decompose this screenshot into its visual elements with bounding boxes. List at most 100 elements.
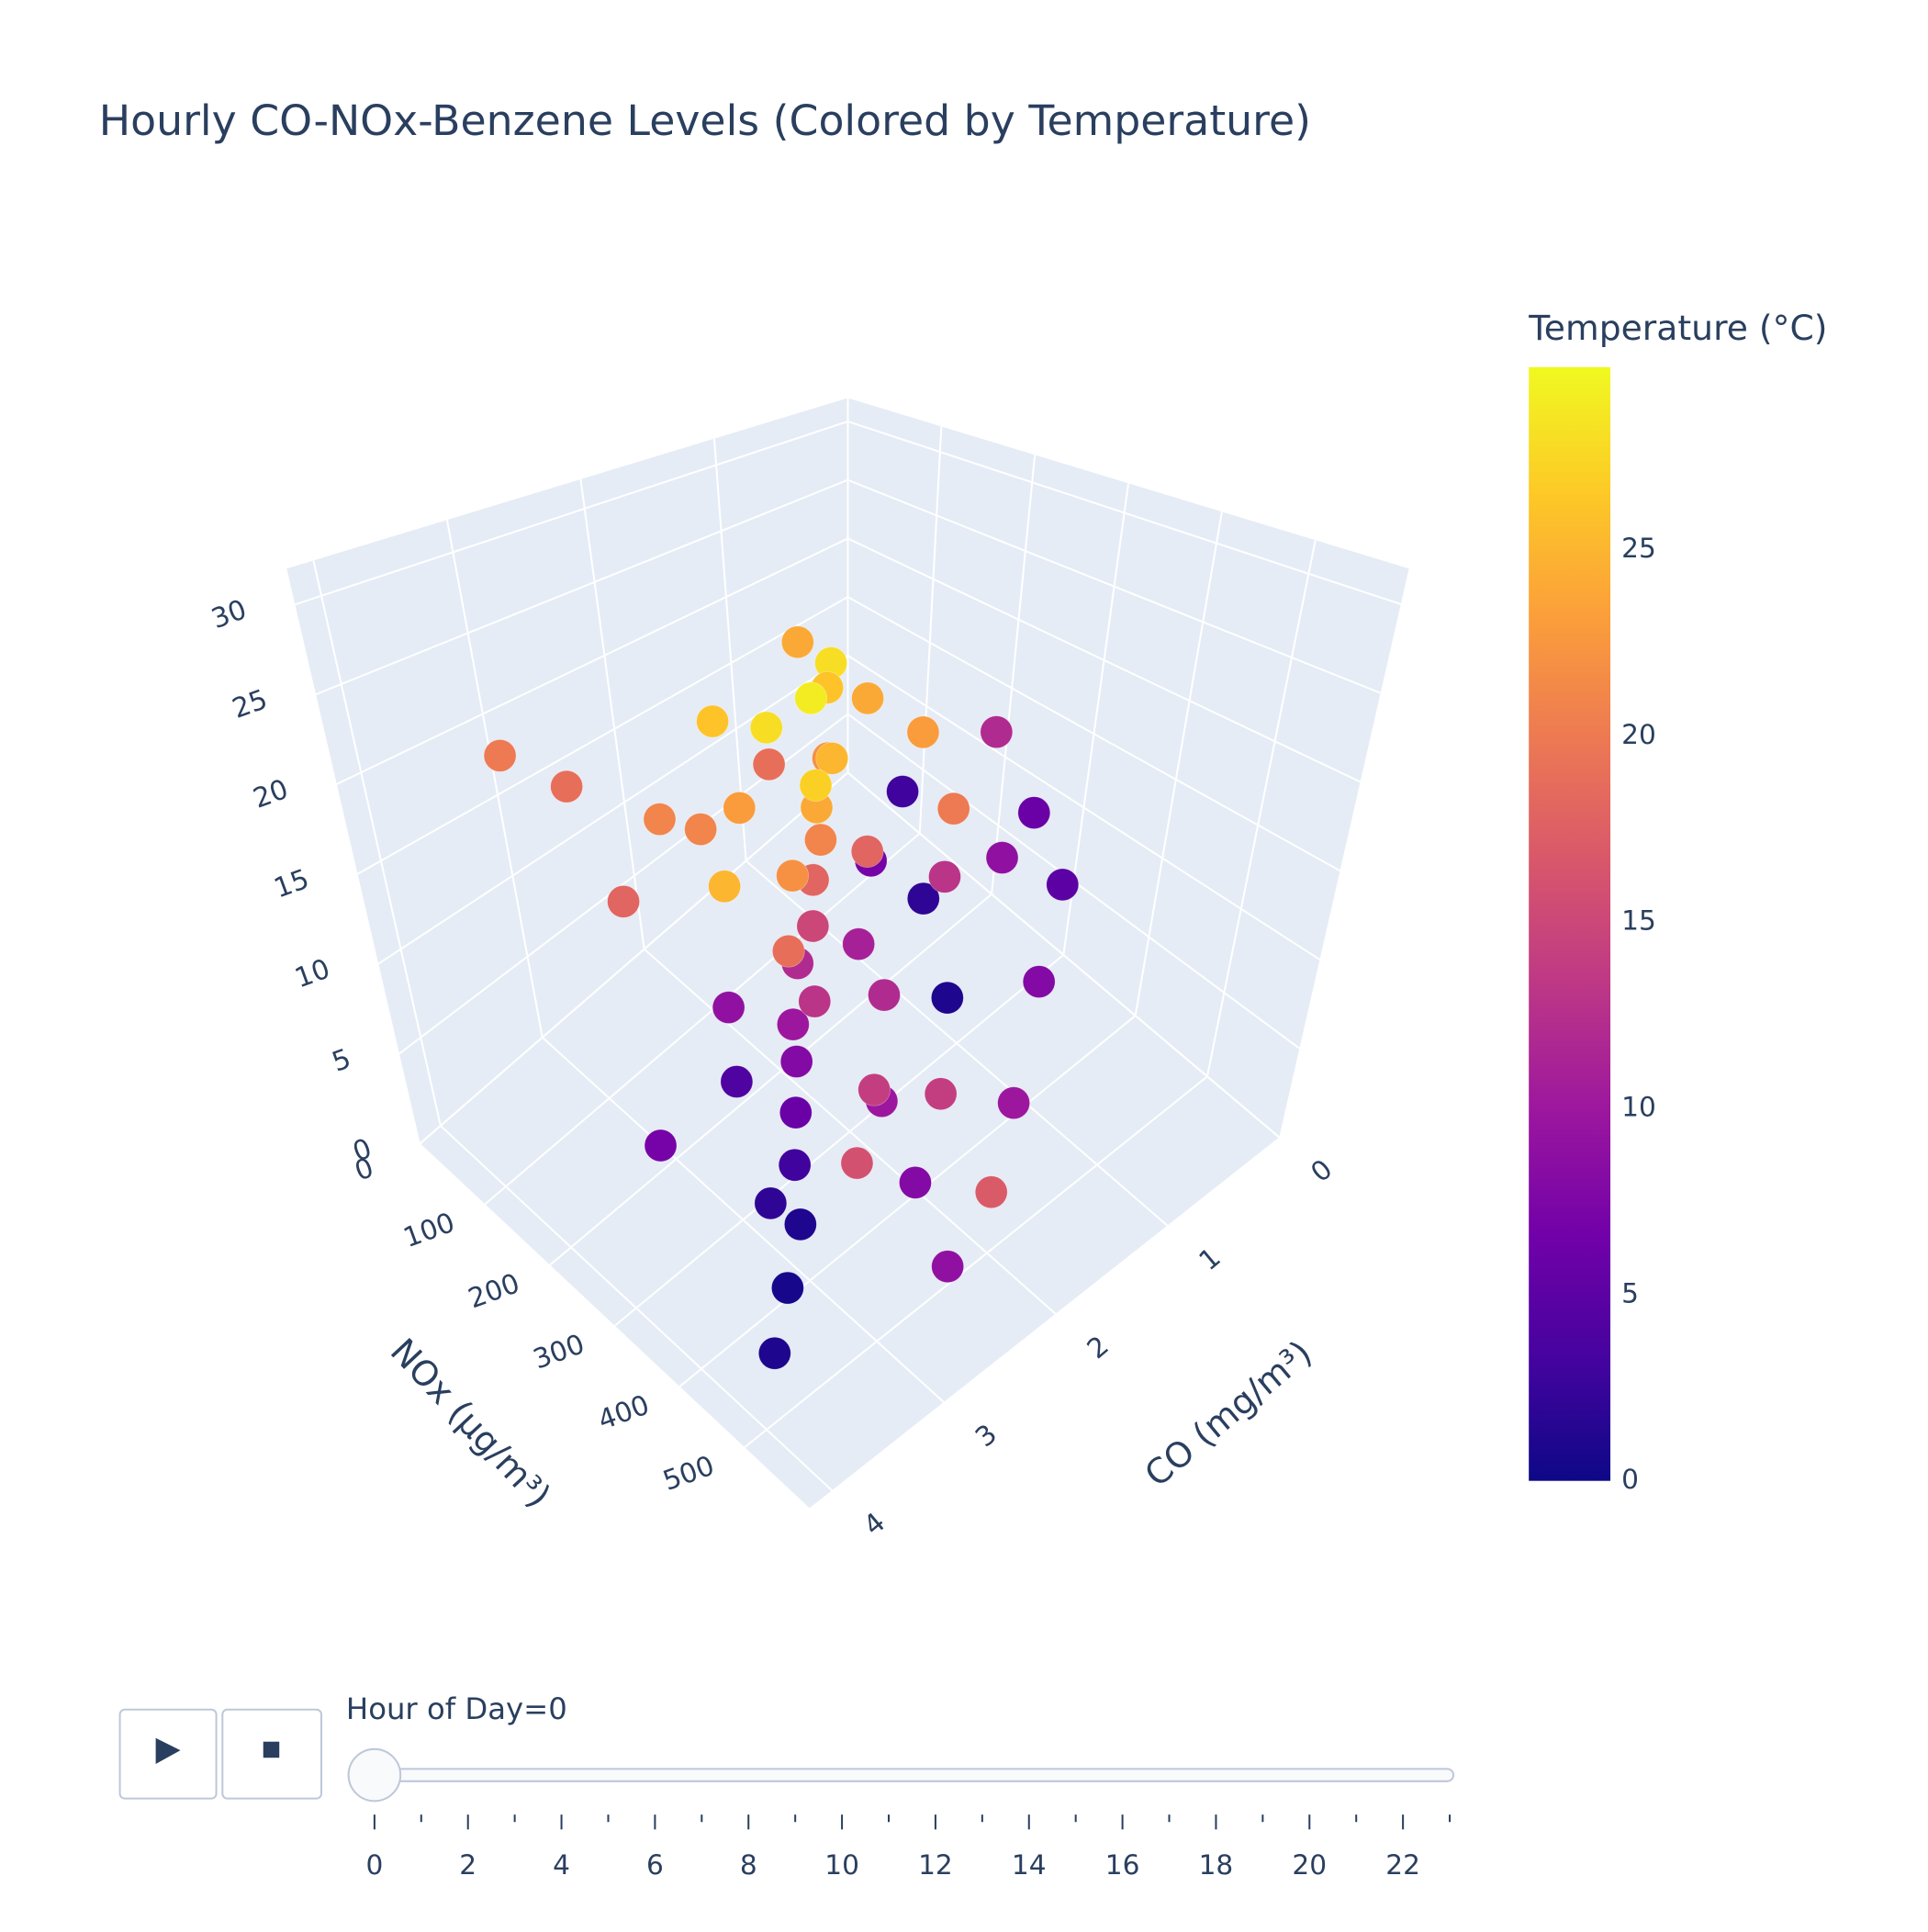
data-point [794,681,828,715]
data-point [906,882,940,915]
slider-step-label: 16 [1105,1849,1140,1881]
data-point [776,859,809,893]
stop-button[interactable] [221,1708,323,1800]
slider-step-label: 4 [553,1849,570,1881]
grid-line [549,893,992,1266]
slider-step-label: 22 [1385,1849,1420,1881]
grid-line [1134,511,1223,1017]
data-point [771,934,805,968]
grid-line [484,832,921,1206]
grid-line [1205,540,1317,1077]
data-point [796,909,830,943]
data-point [708,870,741,904]
y-tick-label: 300 [529,1328,588,1375]
z-tick-label: 20 [249,773,292,814]
data-point [757,1336,791,1370]
grid-line [336,537,848,785]
y-tick-label: 500 [659,1450,719,1497]
slider-step-label: 0 [365,1849,383,1881]
colorbar-tick-label: 0 [1621,1464,1639,1495]
slider-step-label: 18 [1199,1849,1234,1881]
data-point [974,1175,1008,1209]
colorbar-title: Temperature (°C) [1528,308,1827,348]
data-point [928,859,961,893]
data-point [696,704,729,738]
grid-line [579,478,645,949]
z-tick-label: 15 [270,863,313,904]
colorbar-tick-label: 25 [1621,533,1656,564]
grid-line [846,771,1280,1139]
slider-step-label: 2 [459,1849,476,1881]
data-point [931,1250,964,1284]
data-point [684,813,717,846]
x-tick-label: 1 [1193,1241,1226,1276]
colorbar [1529,366,1611,1481]
data-point [776,1007,810,1041]
data-point [985,841,1019,874]
x-tick-label: 4 [858,1507,891,1542]
data-point [644,1129,678,1163]
y-tick-label: 200 [465,1267,524,1314]
slider-step-label: 6 [646,1849,664,1881]
play-button[interactable] [118,1708,218,1800]
data-point [798,984,832,1018]
grid-line [295,420,848,606]
data-point [607,885,640,918]
data-point [936,792,970,826]
data-point [483,739,517,772]
data-point [815,742,849,775]
grid-line [377,655,849,965]
data-point [850,835,884,869]
z-tick-label: 5 [328,1042,354,1077]
data-point [804,823,837,857]
slider-step-label: 8 [740,1849,757,1881]
data-point [550,769,583,803]
y-tick-label: 400 [594,1389,654,1436]
data-point [752,747,786,781]
data-point [1022,965,1056,998]
colorbar-tick-label: 10 [1621,1092,1656,1123]
data-point [1017,796,1051,829]
grid-line [991,455,1037,894]
data-point [783,1208,817,1241]
data-point [868,978,901,1012]
data-point [779,1045,813,1078]
data-point [858,1073,891,1106]
grid-line [312,560,442,1127]
data-point [749,711,783,745]
x-axis-title: CO (mg/m³) [1137,1332,1319,1495]
slider-track[interactable] [347,1768,1455,1782]
z-tick-label: 30 [207,593,251,635]
data-point [906,715,940,749]
x-tick-label: 2 [1082,1330,1115,1365]
data-point [712,991,745,1024]
data-point [924,1077,958,1111]
grid-line [847,478,1382,694]
slider-handle[interactable] [347,1747,402,1803]
x-tick-label: 0 [1305,1153,1338,1188]
wall-pane [847,398,1409,1138]
slider-step-label: 12 [918,1849,953,1881]
grid-line [315,478,848,696]
grid-line [712,438,747,861]
slider-step-label: 10 [824,1849,859,1881]
chart-title: Hourly CO-NOx-Benzene Levels (Colored by… [99,96,1311,145]
slider-value: 0 [548,1691,567,1726]
data-point [886,775,919,808]
grid-line [918,426,943,834]
data-point [778,1148,812,1182]
y-tick-label: 100 [399,1207,459,1253]
grid-line [846,655,1320,960]
data-point [754,1186,788,1220]
grid-line [846,596,1341,872]
grid-line [744,1075,1208,1448]
slider-step-label: 14 [1012,1849,1047,1881]
grid-line [678,1015,1137,1387]
data-point [780,625,814,659]
slider-current-label: Hour of Day=0 [346,1691,567,1726]
data-point [931,981,964,1015]
data-point [799,769,833,802]
